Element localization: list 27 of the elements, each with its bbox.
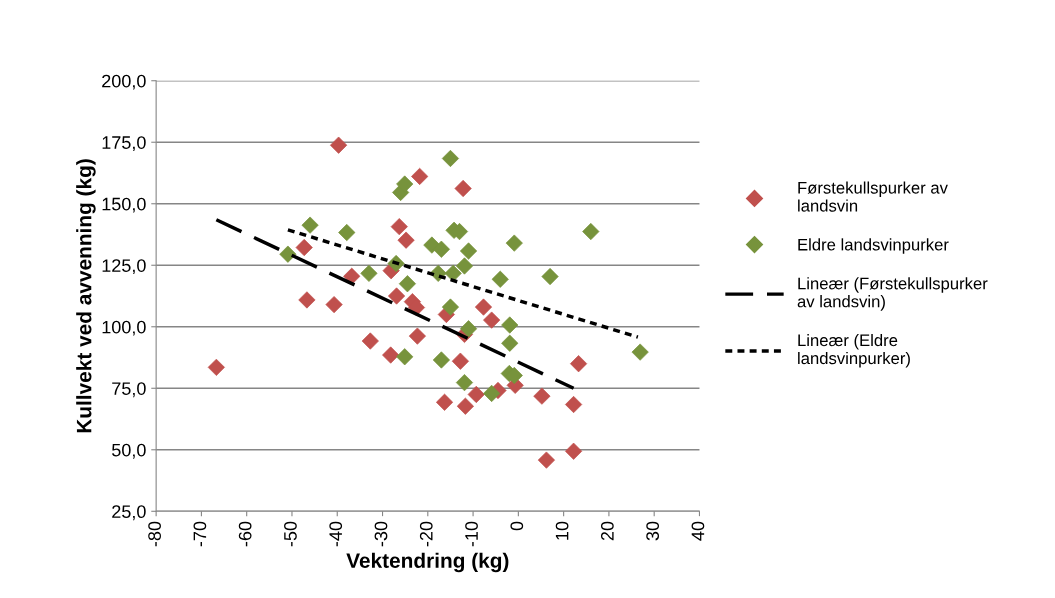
y-axis-title: Kullvekt ved avvenning (kg): [76, 159, 96, 433]
x-axis-title: Vektendring (kg): [346, 552, 509, 573]
y-tick-label: 200,0: [102, 74, 146, 90]
x-tick-label: -50: [284, 521, 297, 547]
x-tick-label: -40: [329, 521, 343, 547]
legend-label: Førstekullspurker av landsvin: [798, 181, 948, 212]
x-tick-label: -20: [419, 521, 433, 547]
x-tick-label: -30: [374, 521, 388, 547]
y-tick-label: 25,0: [112, 505, 146, 521]
x-tick-label: 10: [555, 521, 569, 540]
x-tick-label: 30: [646, 521, 660, 541]
x-tick-label: -60: [238, 521, 252, 547]
legend-label: Eldre landsvinpurker: [798, 238, 949, 254]
x-tick-label: 0: [510, 521, 524, 531]
y-tick-label: 150,0: [102, 197, 146, 213]
legend-label: Lineær (Førstekullspurker av landsvin): [797, 277, 988, 311]
y-tick-label: 75,0: [112, 382, 146, 398]
y-tick-label: 100,0: [102, 320, 146, 336]
y-tick-label: 50,0: [112, 443, 146, 459]
x-tick-label: -10: [465, 521, 478, 547]
x-tick-label: 40: [691, 521, 705, 541]
legend-label: Lineær (Eldre landsvinpurker): [798, 333, 910, 368]
y-tick-label: 125,0: [102, 259, 146, 275]
x-tick-label: -80: [148, 521, 161, 547]
y-tick-label: 175,0: [102, 136, 146, 152]
x-tick-label: -70: [193, 521, 207, 547]
x-tick-label: 20: [600, 521, 614, 541]
